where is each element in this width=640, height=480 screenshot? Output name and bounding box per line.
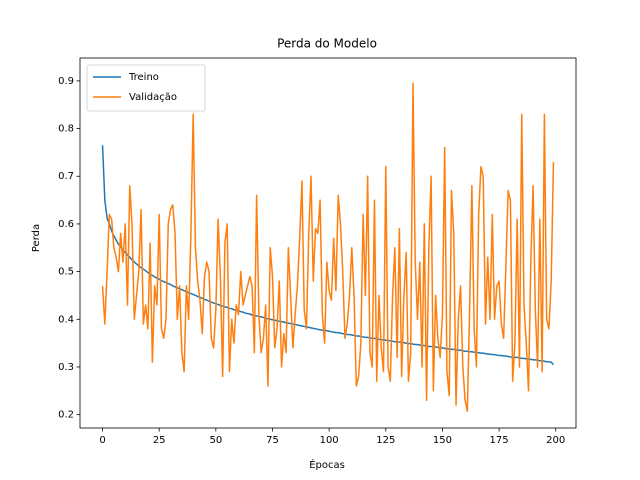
x-tick-label: 150 bbox=[433, 435, 452, 446]
x-tick-label: 100 bbox=[320, 435, 339, 446]
y-tick-label: 0.8 bbox=[58, 124, 74, 135]
x-tick-label: 75 bbox=[266, 435, 279, 446]
x-tick-label: 200 bbox=[546, 435, 565, 446]
plot-frame bbox=[79, 57, 577, 429]
y-tick-label: 0.5 bbox=[58, 267, 74, 278]
y-tick-label: 0.2 bbox=[58, 410, 74, 421]
legend-label: Validação bbox=[129, 92, 177, 103]
y-tick-label: 0.3 bbox=[58, 362, 74, 373]
line-series bbox=[101, 82, 555, 413]
x-tick-label: 0 bbox=[99, 435, 105, 446]
y-axis-label: Perda bbox=[31, 224, 42, 252]
y-tick-label: 0.9 bbox=[58, 76, 74, 87]
x-tick-label: 50 bbox=[209, 435, 222, 446]
y-tick-label: 0.4 bbox=[58, 314, 74, 325]
x-tick-label: 25 bbox=[153, 435, 166, 446]
line-series bbox=[101, 145, 554, 366]
y-tick-label: 0.6 bbox=[58, 219, 74, 230]
legend-label: Treino bbox=[128, 72, 159, 83]
chart-title: Perda do Modelo bbox=[277, 37, 377, 51]
x-axis-label: Épocas bbox=[309, 458, 345, 471]
x-tick-label: 175 bbox=[490, 435, 509, 446]
x-tick-label: 125 bbox=[376, 435, 395, 446]
y-tick-label: 0.7 bbox=[58, 171, 74, 182]
